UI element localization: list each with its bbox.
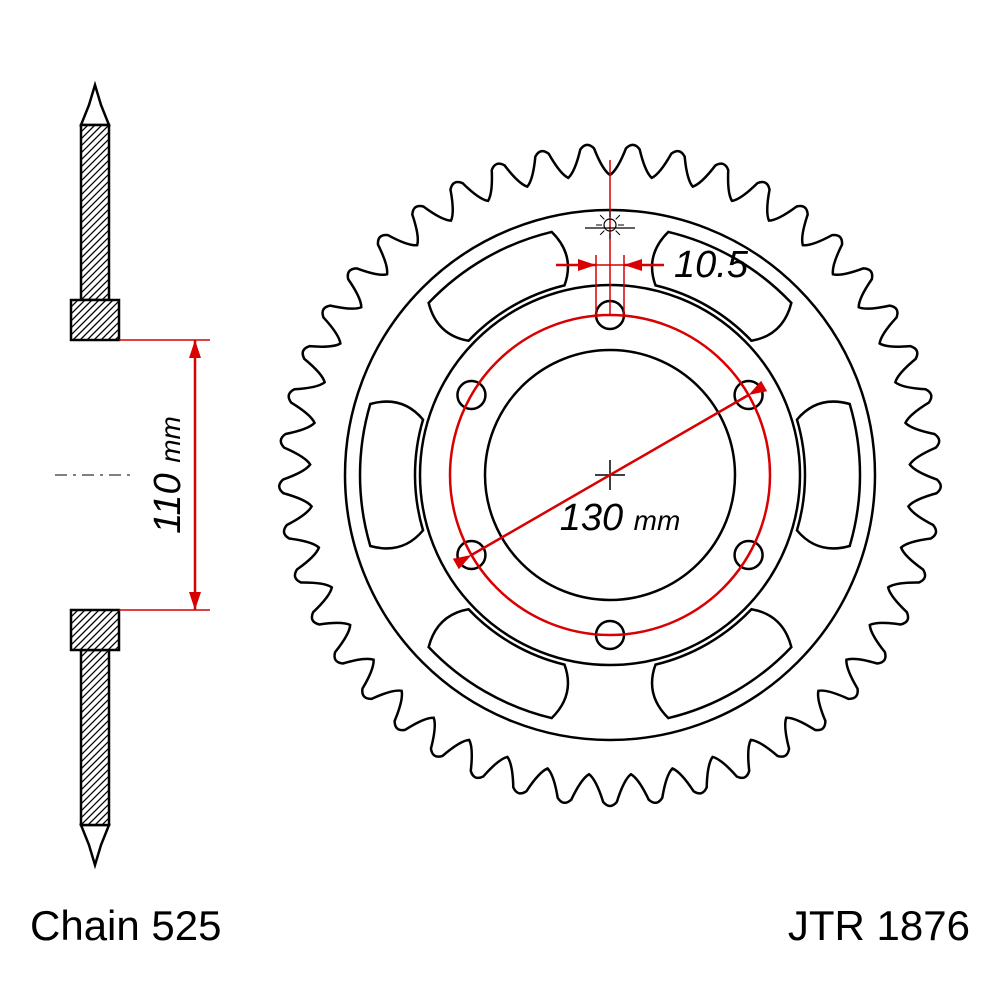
chain-label: Chain 525 [30, 902, 221, 949]
svg-text:110 mm: 110 mm [147, 416, 189, 534]
part-number: JTR 1876 [788, 902, 970, 949]
sprocket-diagram: 110 mm130 mm10.5Chain 525JTR 1876 [0, 0, 1000, 1000]
svg-text:10.5: 10.5 [674, 244, 749, 286]
